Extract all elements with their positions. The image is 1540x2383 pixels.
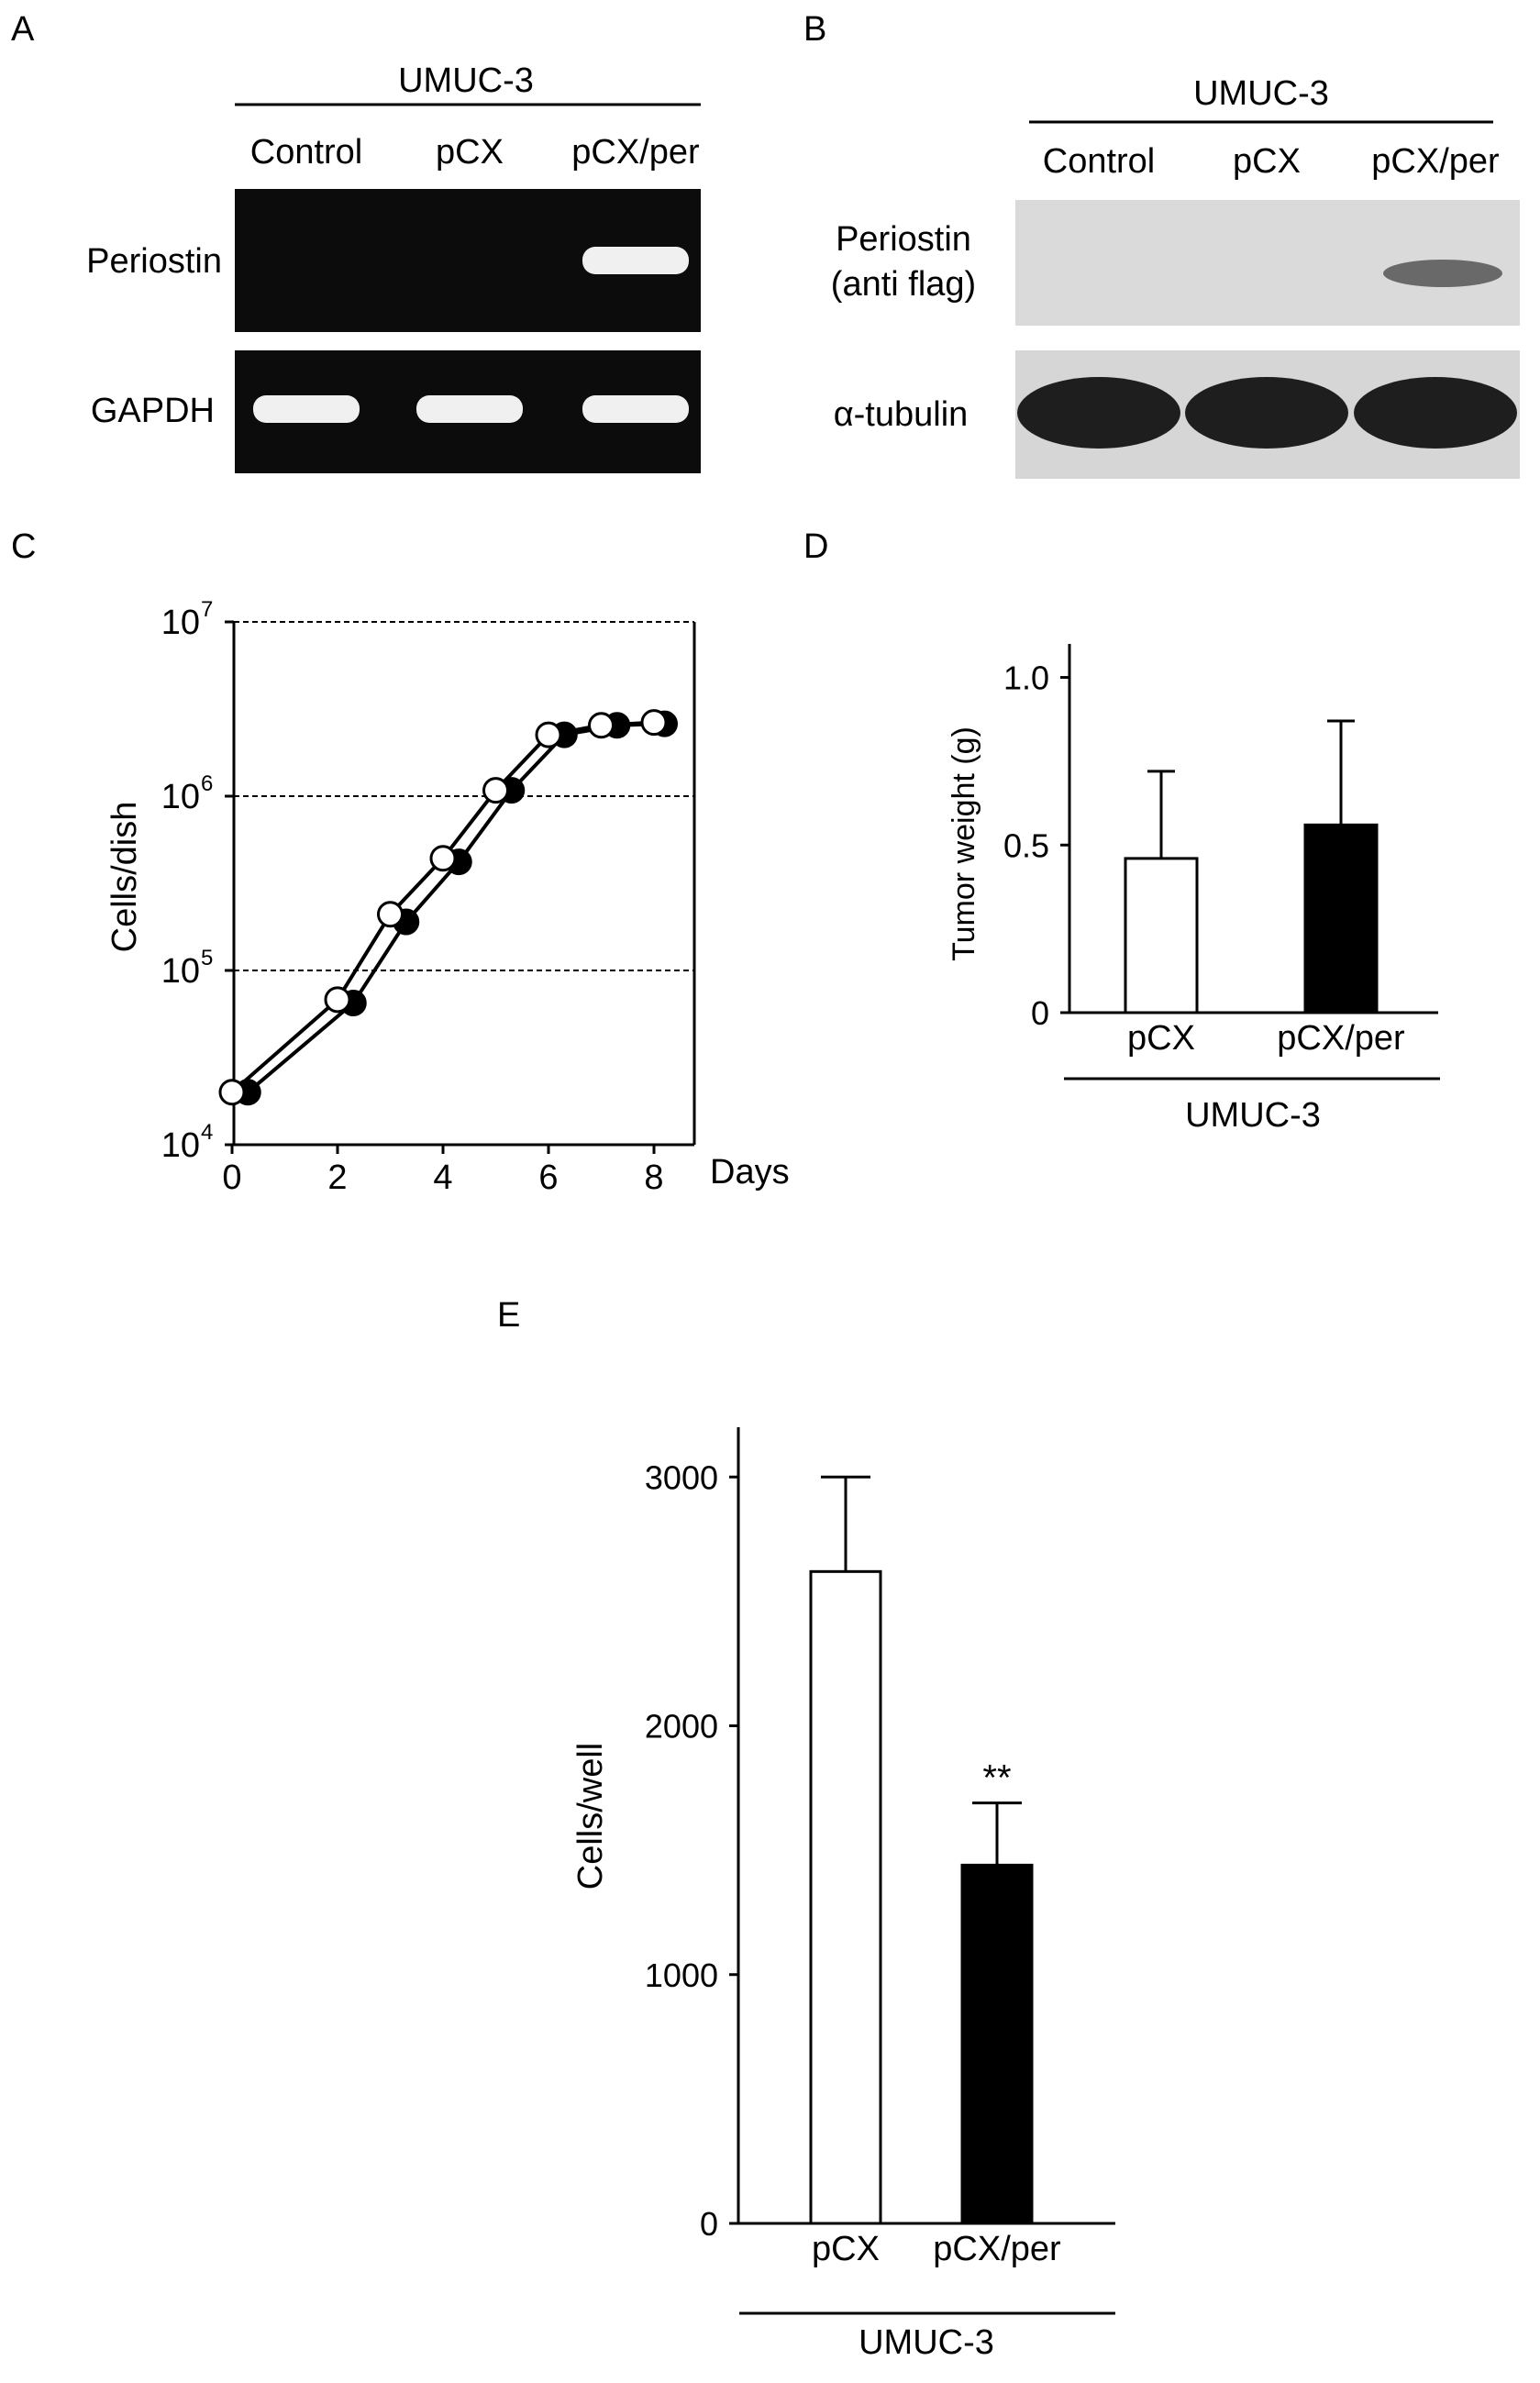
panel-c-point-open-circle [482,777,509,804]
panel-e-group-label: UMUC-3 [859,2323,994,2362]
panel-e-y-tick-label: 2000 [645,1708,718,1746]
panel-a-band [582,247,689,274]
panel-c-x-tick-label: 8 [644,1158,663,1197]
panel-a-gel: UMUC-3 Control pCX pCX/per Periostin GAP… [86,61,701,473]
panel-c-series-line-filled-circle [246,722,665,1094]
panel-c-xlabel: Days [710,1153,790,1192]
panel-c-point-open-circle [429,845,457,872]
panel-d-bar-pcx-per [1303,823,1379,1014]
panel-e-ylabel: Cells/well [571,1743,610,1890]
panel-e-category-label: pCX/per [933,2230,1061,2268]
panel-c-y-tick-label-base: 10 [161,1126,200,1165]
panel-b-row-periostin-line2: (anti flag) [831,265,976,304]
panel-b-lane-pcx: pCX [1233,142,1301,181]
panel-d-category-label: pCX/per [1277,1019,1405,1058]
panel-letter-d: D [803,527,828,566]
panel-b-row-tubulin: α-tubulin [834,395,969,434]
panel-c-point-open-circle [535,721,562,748]
panel-d-ylabel: Tumor weight (g) [947,726,981,961]
panel-c-x-tick-label: 4 [433,1158,452,1197]
panel-c-point-open-circle [218,1079,246,1106]
panel-a-row-periostin: Periostin [86,242,222,281]
panel-c-series-line-open-circle [230,720,655,1094]
panel-c-point-open-circle [324,986,351,1014]
panel-e-y-tick-label: 0 [700,2205,718,2243]
panel-a-lane-pcx: pCX [436,133,504,172]
panel-d-category-label: pCX [1127,1019,1195,1058]
panel-a-row-gapdh: GAPDH [91,392,215,430]
panel-b-row-periostin-line1: Periostin [836,220,971,259]
panel-e-chart: Cells/well UMUC-3 0 1000 2000 3000 pCX pCX/pe… [571,1427,1115,2362]
panel-letter-c: C [11,527,36,566]
panel-d-chart: Tumor weight (g) UMUC-3 0 0.5 1.0 pCX pCX/pe… [947,644,1440,1135]
panel-b-blot: UMUC-3 Control pCX pCX/per Periostin (an… [831,74,1520,479]
panel-c-point-open-circle [640,709,668,737]
panel-c-point-open-circle [377,901,404,928]
panel-b-band [1017,377,1180,449]
panel-a-band [582,395,689,423]
panel-d-y-tick-label: 0.5 [1003,826,1049,864]
panel-d-y-tick-label: 1.0 [1003,659,1049,697]
panel-e-bar-pcx-per [960,1863,1034,2225]
panel-a-group-label: UMUC-3 [398,61,534,100]
panel-d-y-tick-label: 0 [1031,994,1049,1032]
panel-e-y-tick-label: 1000 [645,1956,718,1994]
panel-a-lane-pcxper: pCX/per [571,133,700,172]
panel-a-band [416,395,523,423]
panel-d-bar-pcx [1124,857,1199,1014]
panel-c-chart: Cells/dish Days 10 410 510 610 70 2 4 6 8 [105,597,790,1197]
panel-c-y-tick-label-base: 10 [161,604,200,642]
panel-b-band [1354,377,1517,449]
panel-letter-b: B [803,10,826,49]
panel-b-group-label: UMUC-3 [1193,74,1329,113]
panel-c-y-tick-label-base: 10 [161,778,200,816]
panel-b-band [1185,377,1348,449]
panel-b-band [1383,260,1502,287]
panel-c-y-tick-label-exp: 5 [201,946,213,970]
panel-c-point-open-circle [588,712,615,739]
panel-c-y-tick-label-exp: 6 [201,771,213,796]
panel-c-x-tick-label: 6 [538,1158,558,1197]
panel-e-category-label: pCX [812,2230,880,2268]
panel-a-band [253,395,360,423]
panel-a-lane-control: Control [250,133,363,172]
panel-letter-a: A [11,10,35,49]
panel-c-y-tick-label-exp: 4 [201,1120,213,1145]
panel-e-bar-pcx [809,1569,882,2225]
panel-c-y-tick-label-exp: 7 [201,597,213,622]
panel-e-significance-label: ** [982,1758,1011,1799]
panel-c-y-tick-label-base: 10 [161,952,200,991]
panel-c-x-tick-label: 0 [222,1158,241,1197]
panel-letter-e: E [497,1296,520,1335]
panel-e-y-tick-label: 3000 [645,1458,718,1496]
panel-b-lane-control: Control [1043,142,1156,181]
panel-d-group-label: UMUC-3 [1185,1096,1321,1135]
panel-b-lane-pcxper: pCX/per [1371,142,1500,181]
panel-c-ylabel: Cells/dish [105,802,144,953]
panel-c-x-tick-label: 2 [327,1158,347,1197]
